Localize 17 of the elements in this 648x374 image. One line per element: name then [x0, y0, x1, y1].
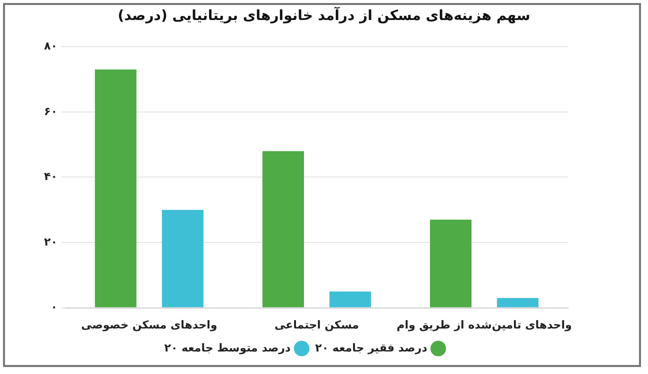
bar	[430, 220, 472, 308]
bar	[262, 151, 304, 308]
x-tick-label: مسکن اجتماعی	[274, 318, 359, 332]
legend-label: ۲۰ درصد فقیر جامعه	[315, 341, 428, 354]
x-tick-label: واحدهای تامین‌شده از طریق وام	[396, 318, 572, 332]
bar	[329, 291, 371, 308]
bar	[496, 298, 539, 308]
y-tick-label: ۲۰	[44, 235, 58, 248]
y-tick-label: ۰	[50, 300, 58, 314]
bar	[162, 210, 204, 308]
y-tick-label: ۸۰	[44, 39, 58, 52]
y-tick-label: ۴۰	[44, 170, 58, 184]
y-tick-label: ۶۰	[44, 104, 58, 118]
legend-label: ۲۰ درصد متوسط جامعه	[164, 341, 292, 354]
bar	[94, 69, 136, 308]
x-tick-label: واحدهای مسکن خصوصی	[81, 318, 218, 332]
chart-title: سهم هزینه‌های مسکن از درآمد خانوارهای بریتانیایی (درصد)	[116, 8, 532, 24]
